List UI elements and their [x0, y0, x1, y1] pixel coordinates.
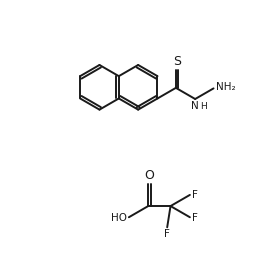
Text: H: H [200, 102, 207, 111]
Text: F: F [164, 229, 170, 239]
Text: S: S [173, 55, 181, 68]
Text: F: F [192, 190, 198, 200]
Text: N: N [191, 101, 199, 111]
Text: O: O [144, 169, 154, 182]
Text: F: F [192, 213, 198, 223]
Text: NH₂: NH₂ [215, 82, 235, 92]
Text: HO: HO [111, 213, 127, 223]
